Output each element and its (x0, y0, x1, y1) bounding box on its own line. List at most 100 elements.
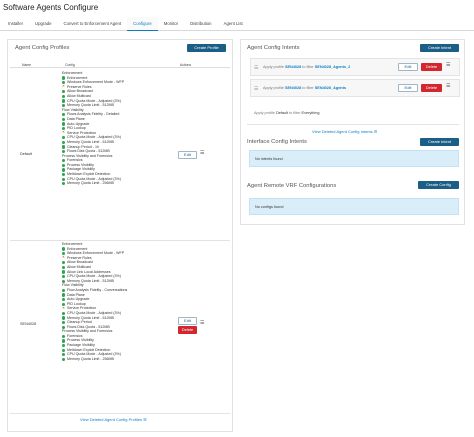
config-item: Allow Link Local Addresses (62, 270, 127, 275)
agent-config-profiles-title: Agent Config Profiles (15, 45, 70, 51)
check-circle-icon (62, 288, 66, 293)
config-item: Meltdown Exploit Detection (62, 172, 124, 177)
create-interface-intent-button[interactable]: Create Intent (420, 138, 459, 146)
check-circle-icon (62, 99, 66, 103)
column-header-config: Config (65, 62, 75, 67)
delete-intent-button[interactable]: Delete (421, 63, 442, 71)
config-item-label: Process Visibility (67, 162, 94, 167)
create-profile-button[interactable]: Create Profile (187, 44, 226, 52)
config-item: Service Protection (62, 130, 124, 136)
config-item-label: Meltdown Exploit Detection (67, 347, 111, 352)
view-deleted-intents-link[interactable]: View Deleted Agent Config Intents ☰ (312, 129, 377, 134)
config-item: Memory Quota Limit - 512MB (62, 140, 124, 145)
check-circle-icon (62, 149, 66, 154)
check-circle-icon (62, 76, 66, 80)
list-icon[interactable]: ☰ (446, 83, 451, 89)
intent-profile[interactable]: SEN4028 (284, 65, 302, 69)
config-item: Process Visibility (62, 338, 127, 343)
tab-agent-list[interactable]: Agent List (223, 21, 243, 26)
tab-configure[interactable]: Configure (127, 17, 158, 31)
config-item: Auto-Upgrade (62, 122, 124, 127)
config-item: Preserve Rules (62, 84, 124, 90)
intent-filter[interactable]: SEN4028_Agents (314, 86, 346, 90)
config-item: Memory Quota Limit - 512MB (62, 279, 127, 284)
config-item-label: Data Plane (67, 292, 85, 297)
config-item-label: Package Visibility (67, 343, 95, 348)
check-circle-icon (62, 325, 66, 329)
config-item-label: Data Plane (67, 116, 85, 121)
edit-intent-button[interactable]: Edit (398, 84, 418, 92)
list-icon[interactable]: ☰ (446, 62, 451, 68)
interface-config-intents-title: Interface Config Intents (247, 139, 307, 145)
config-item-label: Auto-Upgrade (67, 121, 90, 126)
check-circle-icon (62, 320, 66, 325)
view-deleted-profiles-label: View Deleted Agent Config Profiles (80, 417, 142, 422)
tab-distribution[interactable]: Distribution (190, 21, 212, 26)
config-item-label: Memory Quota Limit - 256MB (67, 356, 114, 361)
edit-profile-default-button[interactable]: Edit (178, 151, 197, 159)
intent-row[interactable]: ☰ Apply profile SEN4028 to filter SEN402… (250, 58, 460, 76)
config-item-label: Allow Broadcast (67, 260, 93, 265)
config-item-label: Auto-Upgrade (67, 297, 90, 302)
tab-convert-enforcement[interactable]: Convert to Enforcement Agent (63, 21, 122, 26)
check-circle-icon (62, 279, 66, 283)
edit-profile-sen4028-button[interactable]: Edit (178, 317, 197, 325)
config-section-heading: Process Visibility and Forensics (62, 153, 113, 158)
config-item-label: CPU Quota Mode - Adjusted (3%) (67, 274, 121, 279)
check-circle-icon (62, 168, 66, 172)
check-circle-icon (62, 252, 66, 256)
check-circle-icon (62, 177, 66, 181)
config-item: Enforcement (62, 247, 127, 252)
delete-profile-sen4028-button[interactable]: Delete (178, 326, 197, 334)
intent-row[interactable]: ☰ Apply profile SEN4028 to filter SEN402… (250, 79, 460, 97)
tab-upgrade[interactable]: Upgrade (35, 21, 52, 26)
tab-installer[interactable]: Installer (8, 21, 24, 26)
config-item-label: Flow Analysis Fidelity - Conversations (67, 287, 128, 292)
column-header-actions: Actions (180, 62, 192, 67)
drag-handle-icon[interactable]: ☰ (254, 64, 259, 71)
check-circle-icon (62, 136, 66, 140)
config-item: Flows Disk Quota - 512MB (62, 325, 127, 330)
drag-handle-icon[interactable]: ☰ (254, 85, 259, 92)
config-item-label: Allow Broadcast (67, 89, 93, 94)
page-title: Software Agents Configure (3, 3, 99, 12)
tab-monitor[interactable]: Monitor (163, 21, 179, 26)
section-divider (247, 124, 459, 125)
config-item: CPU Quota Mode - Adjusted (3%) (62, 135, 124, 140)
config-item: CPU Quota Mode - Adjusted (3%) (62, 99, 124, 104)
delete-intent-button[interactable]: Delete (421, 84, 442, 92)
intent-filter[interactable]: SEN4028_Agents_2 (314, 65, 351, 69)
vrf-configurations-title: Agent Remote VRF Configurations (247, 183, 337, 189)
check-circle-icon (62, 302, 66, 306)
config-section-heading: Flow Visibility (62, 283, 84, 288)
config-section-heading: Enforcement (62, 71, 83, 75)
intent-profile[interactable]: SEN4028 (284, 86, 302, 90)
config-item: Memory Quota Limit - 512MB (62, 103, 124, 108)
config-item-label: CPU Quota Mode - Adjusted (3%) (67, 98, 121, 103)
config-item-label: CPU Quota Mode - Adjusted (3%) (67, 135, 121, 140)
check-circle-icon (62, 339, 66, 343)
config-item: Cleanup Period (62, 320, 127, 325)
check-circle-icon (62, 90, 66, 94)
config-section-heading: Flow Visibility (62, 107, 84, 112)
config-item-label: Memory Quota Limit - 512MB (67, 139, 114, 144)
list-icon[interactable]: ☰ (200, 320, 205, 326)
check-circle-icon (62, 270, 66, 274)
check-circle-icon (62, 140, 66, 144)
create-config-button[interactable]: Create Config (418, 181, 459, 189)
profile-config-list-default: Enforcement Enforcement Windows Enforcemen… (62, 71, 124, 186)
config-item: Auto-Upgrade (62, 297, 127, 302)
edit-intent-button[interactable]: Edit (398, 63, 418, 71)
create-intent-button[interactable]: Create Intent (420, 44, 459, 52)
view-deleted-profiles-link[interactable]: View Deleted Agent Config Profiles ☰ (80, 417, 147, 422)
check-circle-icon (62, 311, 66, 315)
config-item-label: Windows Enforcement Mode - WFP (67, 251, 125, 256)
check-circle-icon (62, 247, 66, 251)
config-item: Flows Disk Quota - 512MB (62, 149, 124, 154)
intent-text: Apply profile SEN4028 to filter SEN4028_… (263, 65, 351, 69)
list-icon[interactable]: ☰ (200, 150, 205, 156)
column-header-name: Name (22, 62, 32, 67)
config-item: Memory Quota Limit - 512MB (62, 316, 127, 321)
config-item: Allow Multicast (62, 94, 124, 99)
config-item-label: Enforcement (67, 246, 88, 251)
